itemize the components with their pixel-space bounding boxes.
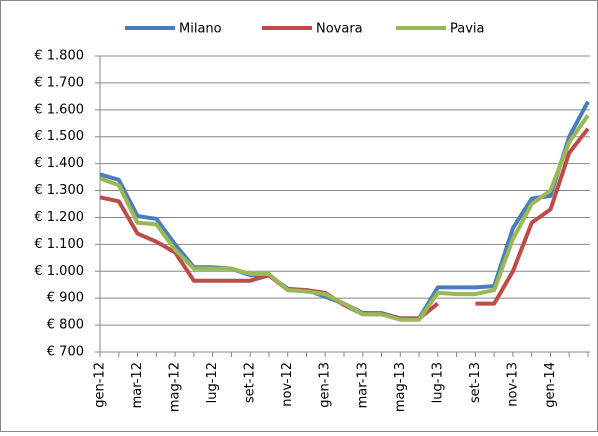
x-tick-label: gen-14 [543,362,558,408]
y-tick-label: € 1.500 [34,129,84,144]
y-tick-label: € 1.800 [34,49,84,64]
legend-label: Milano [179,22,222,37]
y-tick-label: € 900 [47,291,84,306]
x-tick-label: gen-13 [318,362,333,408]
y-tick-label: € 1.200 [34,210,84,225]
x-tick-label: mar-13 [355,362,370,408]
x-tick-label: mar-12 [130,362,145,408]
x-tick-label: nov-12 [280,362,295,407]
x-tick-label: mag-12 [168,362,183,412]
x-tick-label: nov-13 [505,362,520,407]
x-tick-label: gen-12 [93,362,108,408]
x-tick-label: mag-13 [393,362,408,412]
x-tick-label: set-12 [243,362,258,403]
x-tick-label: set-13 [468,362,483,403]
y-tick-label: € 1.400 [34,156,84,171]
y-tick-label: € 700 [47,345,84,360]
y-tick-label: € 1.300 [34,183,84,198]
y-tick-label: € 1.600 [34,102,84,117]
legend-label: Pavia [450,22,485,37]
legend-label: Novara [316,22,363,37]
x-tick-label: lug-13 [430,362,445,403]
y-tick-label: € 1.700 [34,75,84,90]
y-tick-label: € 800 [47,318,84,333]
x-tick-label: lug-12 [205,362,220,403]
y-tick-label: € 1.000 [34,264,84,279]
y-tick-label: € 1.100 [34,237,84,252]
series-line [99,114,590,322]
